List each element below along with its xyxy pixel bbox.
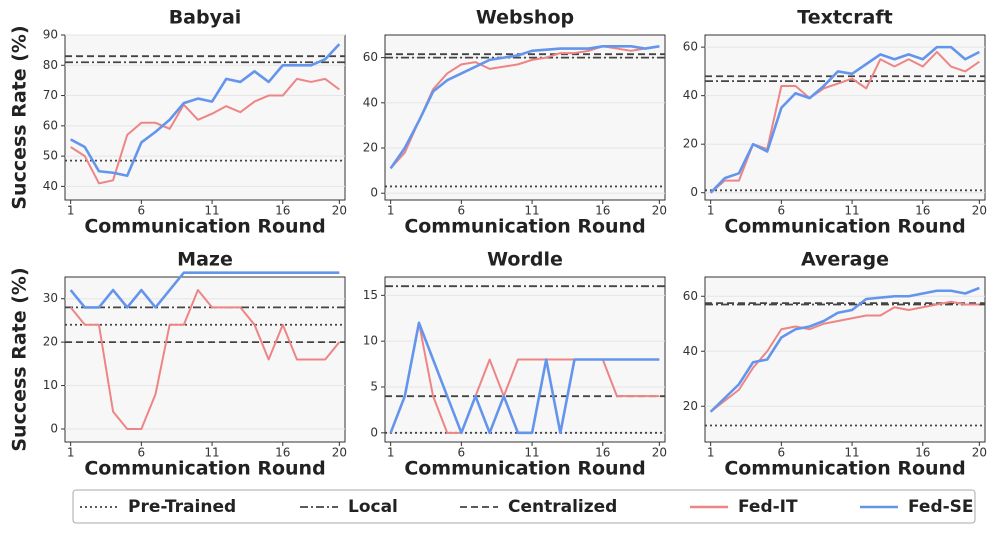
plot-area: [384, 34, 666, 201]
legend-label: Pre-Trained: [128, 497, 236, 517]
plot-area: [704, 276, 986, 443]
y-tick-label: 90: [43, 28, 58, 42]
x-tick-label: 11: [844, 204, 859, 218]
series-line: [389, 321, 660, 435]
x-tick-label: 20: [332, 204, 347, 218]
x-tick-label: 11: [204, 204, 219, 218]
y-tick-label: 60: [683, 289, 698, 303]
x-tick-label: 6: [778, 204, 786, 218]
series-line: [709, 286, 980, 413]
x-tick-label: 1: [387, 446, 395, 460]
y-tick-label: 70: [43, 88, 58, 102]
x-tick-label: 1: [707, 204, 715, 218]
x-tick-label: 6: [138, 446, 146, 460]
y-tick-label: 20: [683, 399, 698, 413]
legend-label: Fed-SE: [908, 497, 974, 517]
x-tick-label: 1: [707, 446, 715, 460]
y-tick-label: 0: [370, 186, 378, 200]
x-tick-label: 16: [275, 446, 290, 460]
chart-title: Maze: [177, 249, 233, 271]
y-tick-label: 40: [43, 179, 58, 193]
y-axis-label: Success Rate (%): [9, 25, 31, 209]
y-tick-label: 20: [43, 335, 58, 349]
x-tick-label: 1: [67, 446, 75, 460]
y-tick-label: 5: [370, 380, 378, 394]
y-tick-label: 40: [683, 88, 698, 102]
x-tick-label: 11: [844, 446, 859, 460]
y-tick-label: 0: [50, 421, 58, 435]
x-tick-label: 11: [524, 446, 539, 460]
x-tick-label: 1: [387, 204, 395, 218]
x-tick-label: 16: [915, 446, 930, 460]
y-tick-label: 15: [363, 288, 378, 302]
series-line: [389, 45, 660, 170]
x-tick-label: 6: [138, 204, 146, 218]
y-tick-label: 30: [43, 291, 58, 305]
x-axis-label: Communication Round: [84, 458, 325, 480]
x-axis-label: Communication Round: [404, 216, 645, 238]
y-tick-label: 20: [683, 137, 698, 151]
series-line: [70, 43, 341, 178]
y-tick-label: 50: [43, 149, 58, 163]
y-tick-label: 10: [43, 378, 58, 392]
y-tick-label: 0: [690, 185, 698, 199]
legend-box: [72, 489, 976, 524]
series-line: [389, 321, 660, 434]
y-tick-label: 60: [363, 50, 378, 64]
x-tick-label: 16: [915, 204, 930, 218]
x-axis-label: Communication Round: [724, 216, 965, 238]
x-tick-label: 16: [595, 204, 610, 218]
y-tick-label: 20: [363, 141, 378, 155]
x-tick-label: 20: [652, 446, 667, 460]
y-tick-label: 10: [363, 334, 378, 348]
legend-label: Local: [348, 497, 398, 517]
legend-label: Fed-IT: [738, 497, 798, 517]
y-tick-label: 0: [370, 425, 378, 439]
chart-title: Webshop: [476, 7, 574, 29]
series-line: [710, 300, 980, 413]
y-tick-label: 40: [363, 95, 378, 109]
x-tick-label: 20: [972, 446, 987, 460]
chart-title: Wordle: [487, 249, 563, 271]
series-line: [69, 289, 341, 430]
chart-title: Textcraft: [797, 7, 892, 29]
series-line: [709, 45, 980, 194]
y-axis-label: Success Rate (%): [9, 267, 31, 451]
x-tick-label: 11: [204, 446, 219, 460]
chart-title: Babyai: [169, 7, 242, 29]
x-tick-label: 11: [524, 204, 539, 218]
plot-area: [704, 34, 986, 201]
x-axis-label: Communication Round: [84, 216, 325, 238]
series-line: [69, 271, 340, 309]
x-tick-label: 1: [67, 204, 75, 218]
x-tick-label: 20: [652, 204, 667, 218]
y-tick-label: 40: [683, 344, 698, 358]
y-tick-label: 80: [43, 58, 58, 72]
y-tick-label: 60: [683, 40, 698, 54]
x-axis-label: Communication Round: [404, 458, 645, 480]
series-line: [389, 45, 660, 170]
x-tick-label: 16: [595, 446, 610, 460]
x-tick-label: 6: [778, 446, 786, 460]
legend-label: Centralized: [508, 497, 617, 517]
x-tick-label: 20: [332, 446, 347, 460]
x-tick-label: 16: [275, 204, 290, 218]
x-axis-label: Communication Round: [724, 458, 965, 480]
chart-title: Average: [801, 249, 889, 271]
y-tick-label: 60: [43, 118, 58, 132]
x-tick-label: 6: [458, 446, 466, 460]
x-tick-label: 6: [458, 204, 466, 218]
x-tick-label: 20: [972, 204, 987, 218]
